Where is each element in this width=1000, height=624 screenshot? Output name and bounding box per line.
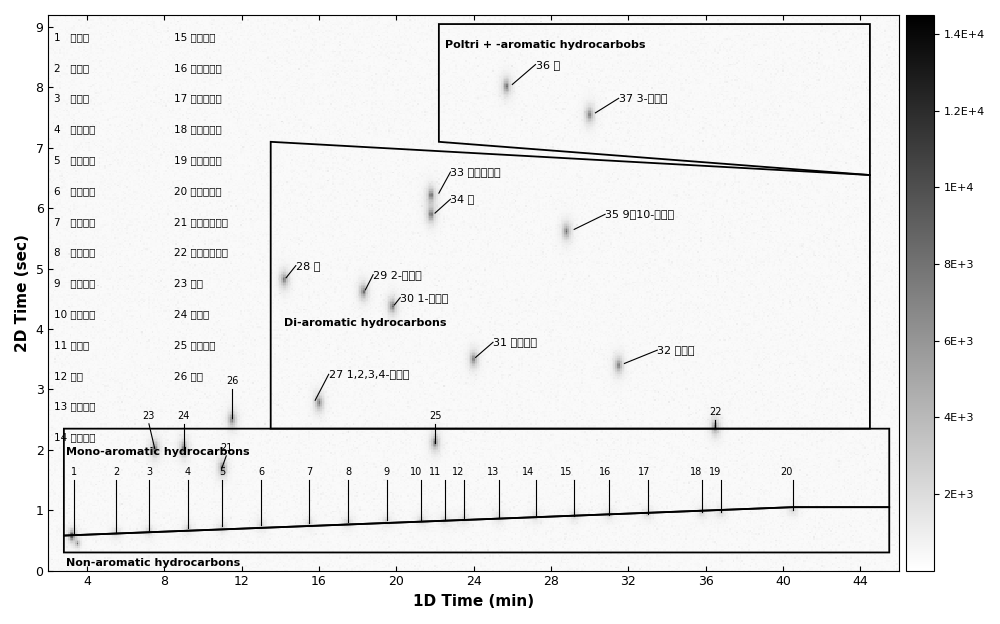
Text: 20 正二十五烷: 20 正二十五烷 (174, 186, 222, 196)
Text: 8   正十五烷: 8 正十五烷 (54, 248, 96, 258)
Text: 21: 21 (220, 443, 232, 453)
Text: 6   正十三烷: 6 正十三烷 (54, 186, 96, 196)
Text: 26: 26 (226, 376, 238, 386)
Y-axis label: 2D Time (sec): 2D Time (sec) (15, 234, 30, 352)
Text: 15: 15 (560, 467, 573, 477)
Text: 11 姥鲧烷: 11 姥鲧烷 (54, 340, 89, 350)
Text: Di-aromatic hydrocarbons: Di-aromatic hydrocarbons (284, 318, 447, 328)
Text: 4   正十一烷: 4 正十一烷 (54, 124, 96, 134)
Text: 26 茸满: 26 茸满 (174, 371, 203, 381)
Text: 3: 3 (146, 467, 152, 477)
Text: 2: 2 (113, 467, 119, 477)
Text: 13 正十八烷: 13 正十八烷 (54, 401, 96, 411)
Text: 19: 19 (709, 467, 721, 477)
Text: Non-aromatic hydrocarbons: Non-aromatic hydrocarbons (66, 558, 240, 568)
Text: 18 正二十三烷: 18 正二十三烷 (174, 124, 222, 134)
Text: 27 1,2,3,4-四氢萸: 27 1,2,3,4-四氢萸 (329, 369, 409, 379)
Text: 1: 1 (70, 467, 77, 477)
Text: 5: 5 (219, 467, 226, 477)
Text: 33 二苯并咑喂: 33 二苯并咑喂 (450, 167, 501, 177)
Text: 18: 18 (690, 467, 702, 477)
Text: 12 植烷: 12 植烷 (54, 371, 83, 381)
Text: 7: 7 (306, 467, 312, 477)
Text: 3   正十烷: 3 正十烷 (54, 94, 89, 104)
Text: 20: 20 (781, 467, 793, 477)
Text: 19 正二十四烷: 19 正二十四烷 (174, 155, 222, 165)
Text: 16 正二十一烷: 16 正二十一烷 (174, 62, 222, 73)
Text: 22: 22 (709, 407, 722, 417)
Text: 7   正十四烷: 7 正十四烷 (54, 217, 96, 227)
Text: 22 正十八烷基苯: 22 正十八烷基苯 (174, 248, 228, 258)
X-axis label: 1D Time (min): 1D Time (min) (413, 594, 534, 609)
Text: 6: 6 (258, 467, 264, 477)
Text: 5   正十二烷: 5 正十二烷 (54, 155, 96, 165)
Text: 16: 16 (599, 467, 611, 477)
Text: 23: 23 (143, 411, 155, 421)
Text: 15 正二十烷: 15 正二十烷 (174, 32, 216, 42)
Text: 31 异丙基萸: 31 异丙基萸 (493, 338, 537, 348)
Text: 28 萸: 28 萸 (296, 261, 320, 271)
Text: 23 乙苯: 23 乙苯 (174, 278, 203, 288)
Text: 9   正十六烷: 9 正十六烷 (54, 278, 96, 288)
Text: 14 正十九烷: 14 正十九烷 (54, 432, 96, 442)
Text: 11: 11 (429, 467, 441, 477)
Text: 17 正二十二烷: 17 正二十二烷 (174, 94, 222, 104)
Text: 35 9，10-二氢菲: 35 9，10-二氢菲 (605, 209, 674, 219)
Text: 24: 24 (178, 411, 190, 421)
Text: 17: 17 (638, 467, 650, 477)
Text: 9: 9 (384, 467, 390, 477)
Text: 36 菲: 36 菲 (536, 59, 560, 69)
Text: 34 芖: 34 芖 (450, 194, 475, 204)
Text: 30 1-甲基萸: 30 1-甲基萸 (400, 293, 449, 303)
Text: 2   正壬烷: 2 正壬烷 (54, 62, 89, 73)
Text: 37 3-甲基菲: 37 3-甲基菲 (619, 94, 667, 104)
Text: 14: 14 (522, 467, 534, 477)
Text: 24 正丙苯: 24 正丙苯 (174, 309, 209, 319)
Text: 32 八氢菲: 32 八氢菲 (657, 345, 695, 355)
Text: 1   正辛烷: 1 正辛烷 (54, 32, 89, 42)
Text: 13: 13 (487, 467, 499, 477)
Text: 29 2-乙基萸: 29 2-乙基萸 (373, 270, 422, 280)
Text: 10: 10 (410, 467, 422, 477)
Text: 25 正辛基苯: 25 正辛基苯 (174, 340, 216, 350)
Text: 12: 12 (452, 467, 464, 477)
Text: 10 正十七烷: 10 正十七烷 (54, 309, 96, 319)
Text: Poltri + -aromatic hydrocarbobs: Poltri + -aromatic hydrocarbobs (445, 40, 645, 50)
Text: 8: 8 (345, 467, 351, 477)
Text: Mono-aromatic hydrocarbons: Mono-aromatic hydrocarbons (66, 447, 249, 457)
Text: 25: 25 (429, 411, 441, 421)
Text: 4: 4 (185, 467, 191, 477)
Text: 21 双环己烷顺反: 21 双环己烷顺反 (174, 217, 228, 227)
